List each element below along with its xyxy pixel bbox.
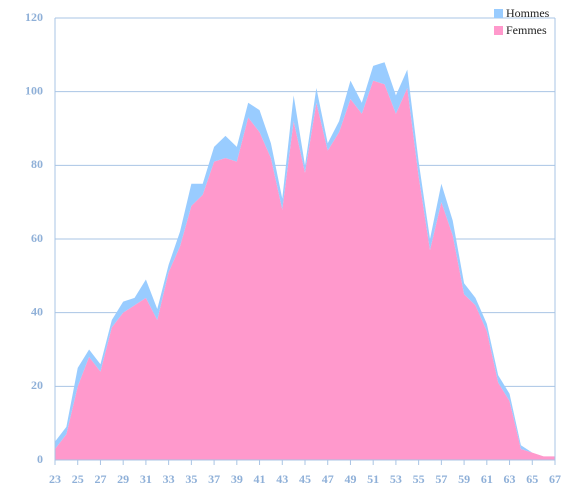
- x-tick-label: 63: [504, 472, 516, 486]
- x-tick-label: 29: [117, 472, 129, 486]
- x-tick-label: 49: [344, 472, 356, 486]
- legend-swatch: [494, 26, 503, 35]
- x-tick-label: 45: [299, 472, 311, 486]
- y-tick-label: 100: [25, 83, 43, 97]
- area: [55, 80, 555, 460]
- x-tick-label: 47: [322, 472, 334, 486]
- x-tick-label: 39: [231, 472, 243, 486]
- y-tick-label: 120: [25, 10, 43, 24]
- x-tick-label: 53: [390, 472, 402, 486]
- x-tick-label: 25: [72, 472, 84, 486]
- legend-label: Hommes: [506, 6, 550, 20]
- y-tick-label: 80: [31, 157, 43, 171]
- legend-swatch: [494, 9, 503, 18]
- legend-label: Femmes: [506, 23, 547, 37]
- y-tick-label: 40: [31, 304, 43, 318]
- x-tick-label: 27: [94, 472, 106, 486]
- x-tick-label: 65: [526, 472, 538, 486]
- x-tick-label: 43: [276, 472, 288, 486]
- y-tick-label: 20: [31, 378, 43, 392]
- x-tick-label: 61: [481, 472, 493, 486]
- x-tick-label: 35: [185, 472, 197, 486]
- x-tick-label: 55: [413, 472, 425, 486]
- x-tick-label: 23: [49, 472, 61, 486]
- x-tick-label: 67: [549, 472, 561, 486]
- x-tick-label: 33: [163, 472, 175, 486]
- y-tick-label: 0: [37, 452, 43, 466]
- x-tick-label: 41: [254, 472, 266, 486]
- x-tick-label: 51: [367, 472, 379, 486]
- x-tick-label: 59: [458, 472, 470, 486]
- x-tick-label: 57: [435, 472, 447, 486]
- x-tick-label: 31: [140, 472, 152, 486]
- x-tick-label: 37: [208, 472, 220, 486]
- y-tick-label: 60: [31, 231, 43, 245]
